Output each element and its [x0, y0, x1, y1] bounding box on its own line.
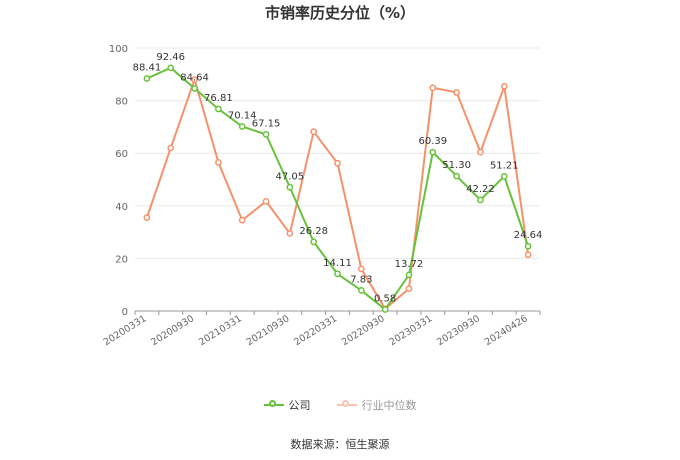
x-tick-label: 20240426	[483, 313, 530, 348]
data-point-industry-median	[477, 148, 484, 156]
data-label: 76.81	[204, 93, 233, 104]
data-point-industry-median	[238, 216, 246, 224]
legend-label-industry-median: 行业中位数	[361, 399, 417, 412]
data-point-company	[238, 123, 246, 130]
data-label: 88.41	[133, 62, 162, 73]
data-point-industry-median	[334, 159, 341, 167]
legend-swatch-company	[263, 400, 284, 407]
data-label: 42.22	[466, 184, 495, 195]
data-point-industry-median	[167, 144, 175, 152]
data-point-company	[453, 172, 460, 180]
data-point-company	[215, 105, 222, 113]
data-point-industry-median	[310, 128, 318, 135]
data-label: 7.83	[350, 274, 372, 285]
data-point-industry-median	[262, 197, 270, 205]
data-label: 13.72	[395, 259, 424, 270]
data-label: 26.28	[299, 226, 328, 237]
data-point-company	[477, 196, 484, 204]
data-point-company	[310, 238, 318, 246]
legend-item-company[interactable]: 公司	[263, 397, 311, 413]
data-source: 数据来源：恒生聚源	[290, 438, 390, 451]
data-label: 84.64	[180, 72, 209, 83]
data-point-industry-median	[286, 230, 294, 237]
legend-label-company: 公司	[288, 399, 311, 412]
data-point-industry-median	[357, 265, 365, 273]
data-point-industry-median	[453, 89, 460, 96]
data-point-company	[357, 287, 365, 294]
y-tick-label: 20	[115, 254, 128, 265]
data-point-company	[500, 172, 508, 180]
data-label: 24.64	[514, 230, 543, 241]
legend-swatch-industry-median	[336, 400, 357, 407]
data-point-company	[191, 85, 198, 92]
data-point-industry-median	[500, 83, 508, 90]
line-chart: 0 20 40 60 80 100 20200331 20200930 20210331 2021…	[102, 44, 543, 348]
data-point-company	[381, 306, 389, 313]
y-tick-label: 60	[115, 149, 128, 160]
data-point-industry-median	[191, 76, 198, 83]
data-label: 51.21	[490, 160, 519, 171]
legend: 公司 行业中位数	[0, 397, 680, 413]
legend-item-industry-median[interactable]: 行业中位数	[336, 397, 417, 413]
data-label: 67.15	[252, 118, 281, 129]
y-tick-label: 0	[122, 307, 128, 318]
x-tick-label: 20230331	[388, 313, 435, 348]
data-point-industry-median	[429, 84, 437, 92]
x-tick-label: 20220331	[292, 313, 339, 348]
data-point-company	[405, 271, 413, 279]
data-label: 47.05	[276, 171, 305, 182]
chart-title: 市销率历史分位（%）	[264, 4, 416, 22]
x-tick-label: 20210331	[197, 313, 244, 348]
x-tick-label: 20200331	[102, 313, 149, 348]
y-tick-label: 100	[109, 44, 128, 55]
data-label: 14.11	[323, 258, 352, 269]
y-tick-label: 80	[115, 97, 128, 108]
data-label: 51.30	[442, 160, 471, 171]
data-point-company	[167, 64, 175, 72]
data-label: 0.58	[374, 293, 396, 304]
data-point-company	[429, 148, 437, 156]
x-tick-label: 20210930	[245, 313, 292, 348]
data-label: 92.46	[156, 52, 185, 63]
data-point-company	[286, 183, 294, 191]
data-point-company	[143, 75, 151, 82]
y-tick-label: 40	[115, 202, 128, 213]
data-label: 70.14	[228, 111, 257, 122]
x-tick-label: 20220930	[340, 313, 387, 348]
data-point-company	[262, 131, 270, 138]
data-point-industry-median	[143, 214, 151, 221]
x-tick-label: 20230930	[435, 313, 482, 348]
data-point-industry-median	[405, 285, 413, 292]
x-tick-label: 20200930	[149, 313, 196, 348]
data-point-industry-median	[524, 251, 532, 259]
data-label: 60.39	[418, 136, 447, 147]
data-point-industry-median	[215, 159, 222, 166]
data-point-company	[334, 270, 341, 278]
data-point-company	[524, 242, 532, 250]
